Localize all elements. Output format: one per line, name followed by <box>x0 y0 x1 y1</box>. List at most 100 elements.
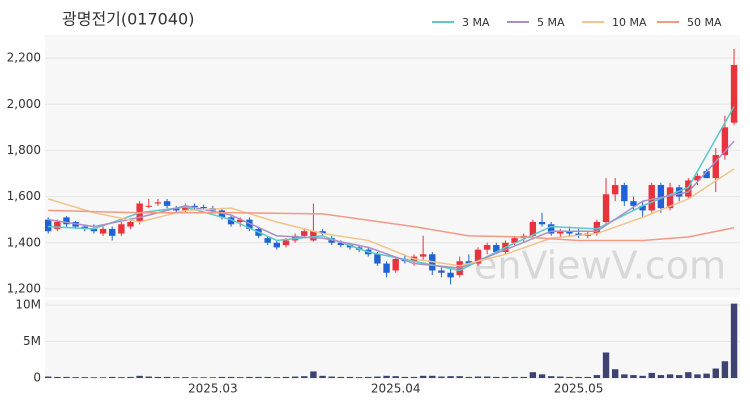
y-tick-label: 2,000 <box>7 97 41 111</box>
volume-bar <box>685 372 692 378</box>
volume-bar <box>703 373 710 378</box>
candle-body <box>474 249 482 264</box>
volume-bar <box>191 377 198 378</box>
candle-body <box>438 270 445 273</box>
candle-body <box>666 187 674 209</box>
volume-bar <box>337 376 345 378</box>
volume-panel <box>45 300 740 378</box>
volume-bar <box>511 376 518 378</box>
volume-bar <box>538 374 546 378</box>
volume-bar <box>264 376 271 378</box>
volume-bar <box>63 376 70 378</box>
volume-bar <box>657 375 665 378</box>
volume-bar <box>99 377 107 378</box>
volume-bar <box>145 376 152 378</box>
volume-bar <box>255 376 262 378</box>
volume-bar <box>291 376 299 378</box>
volume-bar <box>694 374 701 378</box>
volume-bar <box>45 376 52 378</box>
candle-body <box>483 245 491 250</box>
volume-bar <box>401 376 409 378</box>
candle-body <box>721 127 729 156</box>
y-tick-label: 10M <box>15 298 41 312</box>
volume-bar <box>301 376 308 378</box>
candle-body <box>237 219 244 222</box>
volume-bar <box>118 377 125 378</box>
candle-body <box>99 228 107 234</box>
candle-body <box>246 219 253 229</box>
volume-bar <box>209 377 217 378</box>
candle-body <box>630 201 637 206</box>
volume-bar <box>721 361 729 378</box>
volume-bar <box>127 376 134 378</box>
volume-bar <box>136 375 143 378</box>
candle-body <box>675 187 683 197</box>
x-tick-label: 2025.05 <box>554 382 604 396</box>
candle-body <box>639 205 646 211</box>
candle-body <box>703 171 710 179</box>
volume-bar <box>602 352 610 378</box>
volume-bar <box>438 376 445 378</box>
volume-bar <box>639 375 646 378</box>
ma-line <box>48 209 735 242</box>
volume-bar <box>630 375 637 378</box>
volume-bar <box>547 376 555 378</box>
y-tick-label: 2,200 <box>7 51 41 65</box>
volume-bar <box>72 377 79 378</box>
candle-body <box>182 205 189 211</box>
volume-bar <box>447 376 454 378</box>
ma-line <box>48 106 735 272</box>
candle-body <box>392 258 399 271</box>
candle-body <box>337 242 345 246</box>
candle-body <box>465 261 473 264</box>
volume-bar <box>483 376 491 378</box>
volume-bar <box>648 372 655 378</box>
volume-bar <box>493 376 500 378</box>
candle-body <box>447 272 454 278</box>
candle-body <box>611 185 619 195</box>
legend-label: 5 MA <box>537 16 565 29</box>
candle-body <box>547 224 555 234</box>
candle-body <box>319 231 326 234</box>
x-tick-label: 2025.03 <box>188 382 238 396</box>
ma-line <box>48 140 735 269</box>
candle-body <box>493 245 500 252</box>
candle-body <box>54 221 61 229</box>
candle-body <box>282 240 290 246</box>
volume-bar <box>593 375 601 378</box>
candle-body <box>538 221 546 225</box>
volume-bar <box>218 376 226 378</box>
legend-label: 3 MA <box>462 16 490 29</box>
volume-bar <box>557 376 564 378</box>
candle-body <box>648 185 655 211</box>
y-tick-label: 1,600 <box>7 189 41 203</box>
volume-bar <box>465 376 473 378</box>
candle-body <box>310 231 317 241</box>
volume-bar <box>365 376 372 378</box>
candle-body <box>154 202 162 204</box>
candle-body <box>529 221 537 236</box>
candle-body <box>301 231 308 236</box>
legend-label: 50 MA <box>687 16 722 29</box>
candle-body <box>657 185 665 209</box>
volume-bar <box>90 377 98 378</box>
price-panel <box>45 35 740 297</box>
volume-bar <box>81 377 88 378</box>
volume-bar <box>173 377 180 378</box>
candle-body <box>685 180 692 197</box>
chart-title: 광명전기(017040) <box>62 10 194 29</box>
candle-body <box>730 65 738 123</box>
volume-bar <box>666 374 674 378</box>
candle-body <box>118 224 125 234</box>
volume-bar <box>328 376 335 378</box>
legend-label: 10 MA <box>612 16 647 29</box>
ma-line <box>47 168 735 267</box>
candle-body <box>145 205 152 207</box>
volume-bar <box>282 376 290 378</box>
volume-bar <box>529 372 537 378</box>
candle-body <box>566 231 573 234</box>
y-tick-label: 1,800 <box>7 143 41 157</box>
y-tick-label: 1,200 <box>7 281 41 295</box>
candle-body <box>173 208 180 211</box>
